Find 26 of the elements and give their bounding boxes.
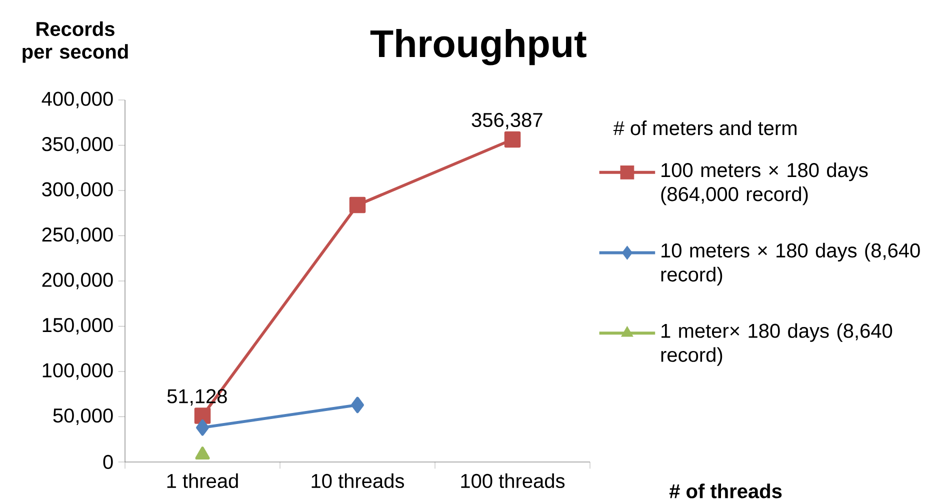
legend-title: # of meters and term — [613, 120, 796, 136]
y-tick-label: 250,000 — [42, 227, 113, 244]
y-tick-label: 200,000 — [42, 272, 113, 290]
point — [195, 446, 210, 460]
legend-label: 1 meter× 180 days (8,640 record) — [661, 323, 892, 366]
y-tick-label: 50,000 — [53, 408, 113, 425]
point — [196, 419, 209, 436]
legend-label: 10 meters × 180 days (8,640 record) — [661, 242, 920, 286]
point — [194, 408, 211, 424]
x-tick-label: 100 threads — [461, 473, 565, 488]
point — [351, 396, 364, 414]
x-tick-label: 10 threads — [312, 473, 404, 488]
y-tick-label: 0 — [103, 454, 113, 470]
data-label: 356,387 — [472, 112, 542, 130]
chart-title: Throughput — [370, 29, 586, 66]
y-tick-label: 150,000 — [42, 318, 113, 334]
point — [349, 196, 366, 214]
x-axis-title: # of threads — [669, 484, 782, 498]
x-tick-label: 1 thread — [167, 473, 238, 488]
y-axis-title: Records per second — [22, 21, 128, 63]
point — [504, 131, 521, 148]
y-tick-label: 300,000 — [42, 182, 113, 199]
y-tick-label: 100,000 — [42, 363, 113, 380]
y-tick-label: 400,000 — [42, 92, 113, 108]
legend-label: 100 meters × 180 days (864,000 record) — [661, 162, 868, 206]
y-tick-label: 350,000 — [42, 136, 113, 154]
